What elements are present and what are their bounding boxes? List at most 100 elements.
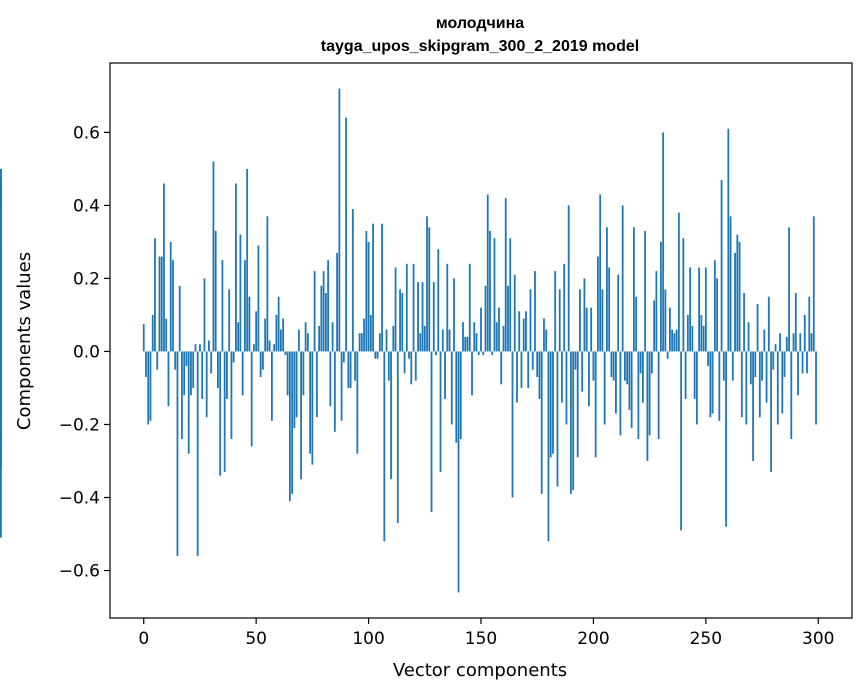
bar-199: [590, 307, 593, 352]
bar-95: [356, 351, 359, 454]
chart-title: молодчина: [436, 15, 524, 32]
bar-11: [167, 351, 170, 407]
bar-170: [525, 311, 527, 352]
bar-298: [812, 216, 815, 352]
bar-222: [641, 351, 644, 403]
bar-299: [815, 351, 817, 425]
bar-0: [142, 324, 145, 352]
bar-210: [615, 351, 617, 414]
bar-100: [367, 241, 370, 352]
bar-188: [565, 351, 568, 425]
bar-178: [543, 318, 545, 352]
bar-53: [262, 351, 264, 370]
bar-44: [241, 351, 244, 396]
bar-25: [199, 344, 201, 352]
x-tick-label: 150: [465, 629, 497, 649]
bar-7: [158, 256, 161, 352]
bar-88: [340, 351, 343, 421]
bar-138: [453, 278, 455, 352]
bar-242: [686, 314, 689, 352]
bar-69: [297, 329, 300, 352]
bar-271: [752, 351, 754, 461]
bar-166: [516, 351, 518, 403]
bar-267: [743, 293, 745, 352]
bar-2: [147, 351, 150, 425]
bar-145: [468, 263, 471, 352]
bar-180: [547, 351, 550, 542]
bar-93: [351, 209, 354, 352]
bar-186: [561, 351, 563, 403]
bar-146: [471, 351, 473, 396]
bar-165: [513, 274, 516, 352]
bar-280: [772, 351, 775, 370]
bar-84: [331, 322, 334, 352]
bar-273: [756, 303, 759, 352]
bar-184: [556, 351, 559, 487]
bar-16: [178, 285, 181, 352]
bar-63: [284, 351, 287, 356]
bar-272: [754, 351, 757, 378]
bar-197: [585, 307, 588, 352]
y-tick-label: 0.0: [73, 342, 100, 362]
bar-181: [549, 351, 552, 458]
bar-43: [239, 234, 242, 352]
bar-202: [597, 256, 599, 352]
bar-124: [421, 282, 424, 352]
bar-52: [259, 351, 262, 378]
bar-86: [336, 252, 338, 352]
bar-214: [624, 351, 626, 381]
bar-219: [635, 296, 638, 352]
bar-183: [554, 271, 557, 352]
bar-147: [473, 322, 476, 352]
bar-221: [639, 351, 642, 374]
bar-9: [163, 183, 165, 352]
bar-288: [790, 351, 793, 440]
x-axis-label: Vector components: [393, 660, 567, 681]
bar-140: [457, 351, 460, 593]
bar-155: [491, 351, 494, 356]
bar-245: [693, 351, 696, 399]
bar-132: [439, 351, 442, 472]
bar-36: [223, 351, 226, 472]
bar-232: [664, 289, 667, 352]
bar-89: [342, 351, 345, 363]
bar-13: [172, 260, 174, 352]
bar-200: [592, 351, 595, 381]
bar-246: [695, 351, 698, 425]
bar-90: [345, 117, 347, 352]
bar-105: [378, 333, 381, 352]
bar-226: [650, 351, 653, 374]
bar-250: [704, 267, 707, 352]
bar-22: [192, 351, 195, 388]
x-tick-label: 100: [352, 629, 384, 649]
bar-190: [570, 351, 572, 494]
bar-157: [495, 322, 498, 352]
bar-282: [776, 351, 779, 425]
bar-283: [779, 333, 781, 352]
bar-24: [196, 351, 199, 556]
bar-189: [567, 205, 570, 352]
bar-278: [767, 296, 770, 352]
bar-216: [628, 351, 631, 410]
bar-237: [675, 329, 678, 352]
bar-38: [228, 289, 231, 352]
y-tick-label: −0.2: [59, 415, 100, 435]
bar-5: [154, 238, 156, 352]
bar-264: [736, 234, 739, 352]
bar-193: [576, 351, 579, 458]
bar-160: [502, 325, 505, 352]
bar-277: [765, 351, 768, 403]
bar-87: [338, 88, 341, 352]
bar-48: [250, 351, 253, 447]
bar-109: [387, 351, 390, 381]
bar-217: [630, 351, 633, 429]
bar-174: [534, 271, 536, 352]
bar-46: [246, 168, 249, 352]
bar-153: [486, 194, 489, 352]
bar-249: [702, 325, 705, 352]
bar-133: [441, 329, 444, 352]
bar-182: [552, 351, 554, 454]
bar-107: [383, 351, 386, 542]
bar-220: [637, 351, 640, 440]
bar-136: [448, 329, 451, 352]
